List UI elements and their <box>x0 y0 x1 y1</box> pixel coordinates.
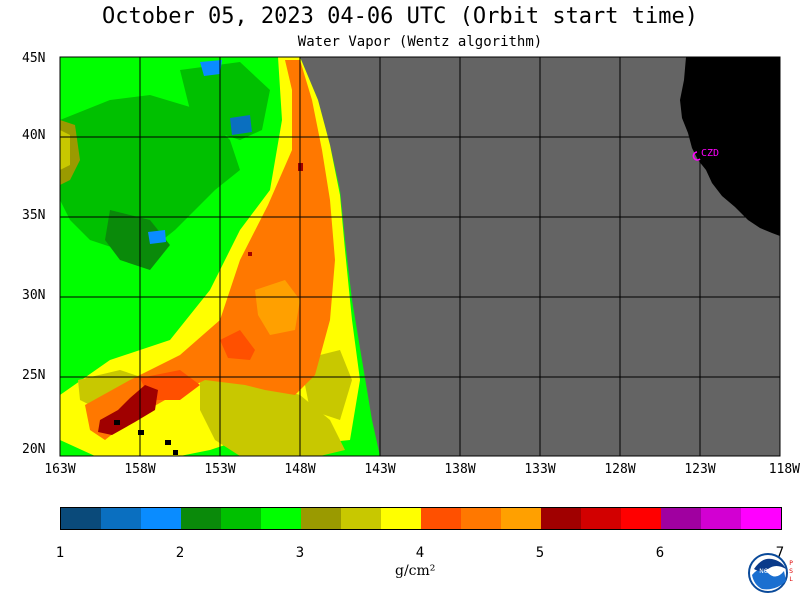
y-label-25n: 25N <box>22 368 46 383</box>
svg-text:NOAA: NOAA <box>759 568 777 575</box>
colorbar-swatch-9 <box>421 508 461 529</box>
map-grid <box>60 57 780 456</box>
x-label-158w: 158W <box>124 462 156 477</box>
colorbar-swatch-11 <box>501 508 541 529</box>
y-label-30n: 30N <box>22 288 46 303</box>
x-label-143w: 143W <box>364 462 396 477</box>
x-label-138w: 138W <box>444 462 476 477</box>
svg-text:P: P <box>789 560 793 567</box>
land-area <box>680 57 780 236</box>
swath-dark-green <box>60 95 240 250</box>
x-label-148w: 148W <box>284 462 316 477</box>
map-subtitle: Water Vapor (Wentz algorithm) <box>297 34 543 50</box>
y-label-35n: 35N <box>22 208 46 223</box>
colorbar-swatch-15 <box>661 508 701 529</box>
y-label-40n: 40N <box>22 128 46 143</box>
colorbar-tick-7: 7 <box>775 545 785 561</box>
colorbar-swatch-2 <box>141 508 181 529</box>
colorbar-tick-4: 4 <box>415 545 425 561</box>
colorbar-tick-5: 5 <box>535 545 545 561</box>
map-frame <box>59 56 781 457</box>
colorbar-swatch-8 <box>381 508 421 529</box>
svg-text:S: S <box>789 568 793 575</box>
colorbar-tick-6: 6 <box>655 545 665 561</box>
color-scale-bar <box>60 507 782 530</box>
colorbar-swatch-14 <box>621 508 661 529</box>
x-label-118w: 118W <box>768 462 800 477</box>
colorbar-tick-1: 1 <box>55 545 65 561</box>
colorbar-swatch-3 <box>181 508 221 529</box>
swath-red-core <box>98 385 158 435</box>
colorbar-swatch-16 <box>701 508 741 529</box>
swath-orange <box>85 60 335 440</box>
colorbar-swatch-5 <box>261 508 301 529</box>
svg-text:L: L <box>789 576 793 583</box>
x-label-133w: 133W <box>524 462 556 477</box>
map-title: October 05, 2023 04-06 UTC (Orbit start … <box>101 4 699 29</box>
colorbar-swatch-10 <box>461 508 501 529</box>
colorbar-swatch-17 <box>741 508 781 529</box>
colorbar-swatch-7 <box>341 508 381 529</box>
station-marker-icon <box>692 151 701 161</box>
colorbar-swatch-0 <box>61 508 101 529</box>
colorbar-swatch-1 <box>101 508 141 529</box>
x-label-163w: 163W <box>44 462 76 477</box>
y-label-20n: 20N <box>22 442 46 457</box>
noaa-logo-icon: NOAA P S L <box>748 553 793 593</box>
colorbar-swatch-13 <box>581 508 621 529</box>
colorbar-tick-2: 2 <box>175 545 185 561</box>
x-label-128w: 128W <box>604 462 636 477</box>
colorbar-swatch-4 <box>221 508 261 529</box>
colorbar-swatch-12 <box>541 508 581 529</box>
x-label-123w: 123W <box>684 462 716 477</box>
colorbar-tick-3: 3 <box>295 545 305 561</box>
colorbar-swatch-6 <box>301 508 341 529</box>
station-label: CZD <box>701 148 719 159</box>
colorbar-units: g/cm² <box>395 563 436 579</box>
y-label-45n: 45N <box>22 51 46 66</box>
x-label-153w: 153W <box>204 462 236 477</box>
